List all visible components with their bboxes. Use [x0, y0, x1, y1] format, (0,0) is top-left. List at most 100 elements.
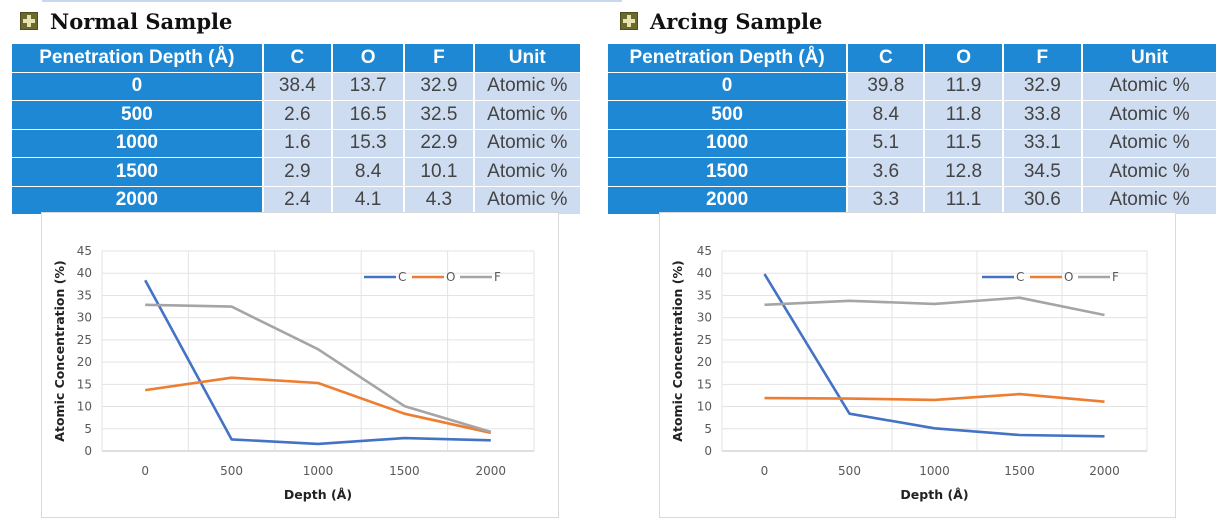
- c-cell: 39.8: [848, 72, 924, 101]
- legend-label-o: O: [1064, 270, 1073, 284]
- x-axis-title: Depth (Å): [284, 487, 352, 502]
- table-row: 1500 2.9 8.4 10.1 Atomic %: [12, 158, 580, 187]
- x-tick-label: 0: [761, 464, 769, 478]
- table-row: 0 38.4 13.7 32.9 Atomic %: [12, 72, 580, 101]
- table-row: 1000 5.1 11.5 33.1 Atomic %: [608, 129, 1216, 158]
- c-cell: 8.4: [848, 101, 924, 130]
- f-cell: 4.3: [405, 186, 473, 215]
- depth-cell: 1000: [12, 129, 262, 158]
- c-cell: 2.6: [263, 101, 332, 130]
- series-line-f: [764, 296, 1105, 317]
- legend-label-f: F: [494, 270, 501, 284]
- arcing-sample-chart: 0 5 10 15 20 25 30 35 40 45 0 500 1000 1500 2000 Depth …: [659, 212, 1176, 518]
- unit-cell: Atomic %: [1082, 129, 1216, 158]
- table-row: 1500 3.6 12.8 34.5 Atomic %: [608, 158, 1216, 187]
- f-cell: 32.9: [405, 72, 473, 101]
- header-unit: Unit: [1082, 44, 1216, 73]
- x-tick-label: 1000: [303, 464, 334, 478]
- y-tick-label: 10: [697, 400, 712, 414]
- f-cell: 22.9: [405, 129, 473, 158]
- header-f: F: [405, 44, 473, 73]
- series-line-c: [763, 273, 1105, 438]
- o-cell: 15.3: [333, 129, 404, 158]
- y-tick-label: 15: [697, 377, 712, 391]
- unit-cell: Atomic %: [474, 158, 580, 187]
- depth-cell: 2000: [608, 186, 847, 215]
- f-cell: 34.5: [1003, 158, 1081, 187]
- depth-cell: 2000: [12, 186, 262, 215]
- y-tick-label: 30: [77, 311, 92, 325]
- y-tick-label: 45: [77, 244, 92, 258]
- y-tick-label: 35: [697, 288, 712, 302]
- x-tick-label: 0: [141, 464, 149, 478]
- o-cell: 11.1: [925, 186, 1002, 215]
- y-tick-label: 0: [84, 444, 92, 458]
- y-tick-label: 35: [77, 288, 92, 302]
- arcing-sample-heading: Arcing Sample: [620, 6, 822, 36]
- normal-sample-table: Penetration Depth (Å) C O F Unit 0 38.4 …: [10, 44, 582, 215]
- series-line-c: [144, 279, 491, 446]
- table-header-row: Penetration Depth (Å) C O F Unit: [12, 44, 580, 73]
- y-axis-title: Atomic Concentration (%): [52, 260, 67, 441]
- y-tick-label: 20: [77, 355, 92, 369]
- table-row: 2000 2.4 4.1 4.3 Atomic %: [12, 186, 580, 215]
- y-tick-label: 10: [77, 400, 92, 414]
- table-header-row: Penetration Depth (Å) C O F Unit: [608, 44, 1216, 73]
- depth-cell: 0: [12, 72, 262, 101]
- unit-cell: Atomic %: [474, 101, 580, 130]
- legend-label-o: O: [446, 270, 455, 284]
- table-row: 1000 1.6 15.3 22.9 Atomic %: [12, 129, 580, 158]
- header-o: O: [333, 44, 404, 73]
- o-cell: 11.5: [925, 129, 1002, 158]
- y-tick-label: 40: [77, 266, 92, 280]
- f-cell: 33.1: [1003, 129, 1081, 158]
- y-tick-label: 15: [77, 377, 92, 391]
- y-tick-label: 30: [697, 311, 712, 325]
- arcing-chart-svg: 0 5 10 15 20 25 30 35 40 45 0 500 1000 1500 2000 Depth …: [670, 244, 1148, 502]
- header-penetration-depth: Penetration Depth (Å): [12, 44, 262, 73]
- y-tick-label: 5: [84, 422, 92, 436]
- o-cell: 11.9: [925, 72, 1002, 101]
- o-cell: 12.8: [925, 158, 1002, 187]
- unit-cell: Atomic %: [1082, 101, 1216, 130]
- normal-sample-chart: 0 5 10 15 20 25 30 35 40 45 0 500 1000 1500 2000 Depth …: [41, 212, 559, 518]
- depth-cell: 500: [12, 101, 262, 130]
- arcing-sample-table: Penetration Depth (Å) C O F Unit 0 39.8 …: [606, 44, 1218, 215]
- header-o: O: [925, 44, 1002, 73]
- c-cell: 3.3: [848, 186, 924, 215]
- depth-cell: 500: [608, 101, 847, 130]
- table-row: 500 2.6 16.5 32.5 Atomic %: [12, 101, 580, 130]
- arcing-sample-title: Arcing Sample: [650, 8, 823, 34]
- header-c: C: [848, 44, 924, 73]
- unit-cell: Atomic %: [1082, 186, 1216, 215]
- f-cell: 33.8: [1003, 101, 1081, 130]
- x-tick-label: 1500: [389, 464, 420, 478]
- legend-label-f: F: [1112, 270, 1119, 284]
- o-cell: 4.1: [333, 186, 404, 215]
- cross-bullet-icon: [20, 12, 38, 30]
- normal-sample-heading: Normal Sample: [20, 6, 232, 36]
- header-f: F: [1003, 44, 1081, 73]
- header-c: C: [263, 44, 332, 73]
- depth-cell: 1500: [12, 158, 262, 187]
- series-line-f: [145, 303, 492, 434]
- c-cell: 2.4: [263, 186, 332, 215]
- table-row: 0 39.8 11.9 32.9 Atomic %: [608, 72, 1216, 101]
- unit-cell: Atomic %: [1082, 72, 1216, 101]
- o-cell: 13.7: [333, 72, 404, 101]
- table-row: 500 8.4 11.8 33.8 Atomic %: [608, 101, 1216, 130]
- y-tick-label: 0: [704, 444, 712, 458]
- depth-cell: 1000: [608, 129, 847, 158]
- y-tick-label: 25: [77, 333, 92, 347]
- header-unit: Unit: [474, 44, 580, 73]
- unit-cell: Atomic %: [1082, 158, 1216, 187]
- f-cell: 10.1: [405, 158, 473, 187]
- x-axis-title: Depth (Å): [900, 487, 968, 502]
- y-tick-label: 5: [704, 422, 712, 436]
- c-cell: 2.9: [263, 158, 332, 187]
- f-cell: 30.6: [1003, 186, 1081, 215]
- c-cell: 38.4: [263, 72, 332, 101]
- x-tick-label: 1000: [919, 464, 950, 478]
- legend-label-c: C: [398, 270, 406, 284]
- x-tick-label: 500: [838, 464, 861, 478]
